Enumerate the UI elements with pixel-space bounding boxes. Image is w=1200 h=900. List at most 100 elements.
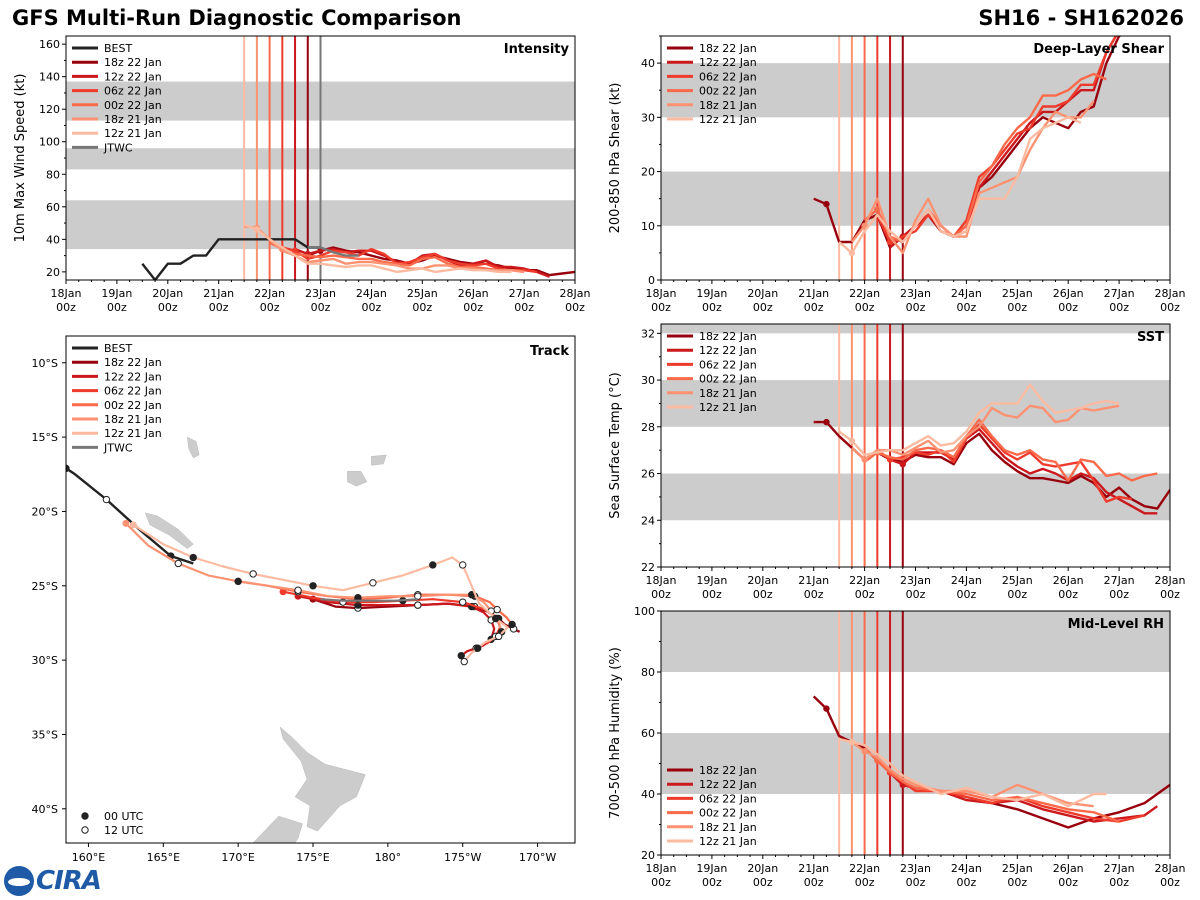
shear-ytick-label: 10 <box>641 220 655 233</box>
track-position-marker <box>234 577 242 586</box>
shear-legend-label: 00z 22 Jan <box>699 85 757 98</box>
sst-xtick-label-line: 22Jan <box>849 574 880 587</box>
sst-xtick-label: 26Jan 00z <box>1053 574 1084 601</box>
shear-init-marker-00z-22-jan <box>874 206 881 213</box>
new-zealand-south-land <box>252 815 303 843</box>
sst-xtick-label: 21Jan 00z <box>798 574 829 601</box>
rh-xtick-label-line: 00z <box>651 876 671 889</box>
sst-init-marker-12z-22-jan <box>899 460 906 468</box>
track-line-jtwc <box>320 598 418 602</box>
sst-series-12z-21-jan <box>838 383 1120 456</box>
intensity-legend-label: JTWC <box>103 141 133 154</box>
sst-ytick-label: 22 <box>641 561 655 574</box>
track-line-best <box>66 467 194 565</box>
sst-xtick-label-line: 26Jan <box>1053 574 1084 587</box>
track-position-marker <box>102 495 111 504</box>
track-position-marker <box>491 614 500 623</box>
track-position-marker <box>66 464 70 473</box>
intensity-xtick-label: 18Jan 00z <box>51 287 82 314</box>
sst-legend-label: 00z 22 Jan <box>699 373 757 386</box>
rh-xtick-label-line: 27Jan <box>1104 862 1135 875</box>
track-legend-label: BEST <box>104 342 132 355</box>
shear-xtick-label: 28Jan 00z <box>1155 287 1186 314</box>
sst-series-00z-22-jan <box>863 418 1158 482</box>
track-position-marker <box>460 657 468 666</box>
track-marker-legend-label: 00 UTC <box>104 810 144 823</box>
shear-xtick-label-line: 21Jan <box>798 287 829 300</box>
shear-xtick-label-line: 27Jan <box>1104 287 1135 300</box>
track-xtick-label: 175°W <box>444 851 481 864</box>
sst-ytick-label: 28 <box>641 421 655 434</box>
shear-series-12z-21-jan <box>838 116 1082 255</box>
track-position-marker <box>189 553 197 562</box>
intensity-xtick-label-line: 18Jan <box>51 287 82 300</box>
sst-threshold-band <box>661 473 1170 521</box>
shear-xtick-label: 18Jan 00z <box>646 287 677 314</box>
sst-panel-title: SST <box>1137 330 1164 345</box>
intensity-xtick-label-line: 20Jan <box>152 287 183 300</box>
rh-xtick-label: 21Jan 00z <box>798 862 829 889</box>
sst-legend-label: 18z 22 Jan <box>699 330 757 343</box>
rh-xtick-label-line: 25Jan <box>1002 862 1033 875</box>
intensity-xtick-label-line: 26Jan <box>458 287 489 300</box>
sst-ylabel: Sea Surface Temp (°C) <box>608 372 623 519</box>
track-marker-legend-label: 12 UTC <box>104 824 144 837</box>
rh-ytick-label: 80 <box>641 666 655 679</box>
track-plot-area <box>66 436 521 843</box>
shear-legend-label: 18z 21 Jan <box>699 99 757 112</box>
track-axes-frame <box>65 335 576 844</box>
track-legend-label: 12z 21 Jan <box>104 427 162 440</box>
rh-xtick-label: 20Jan 00z <box>747 862 778 889</box>
shear-xtick-label-line: 26Jan <box>1053 287 1084 300</box>
track-start-18z-21-jan <box>122 519 130 527</box>
rh-xtick-label-line: 00z <box>702 876 722 889</box>
shear-ytick-label: 0 <box>648 274 655 287</box>
track-position-marker <box>459 561 467 569</box>
intensity-xtick-label: 24Jan 00z <box>356 287 387 314</box>
sst-xtick-label-line: 00z <box>651 588 671 601</box>
rh-xtick-label-line: 00z <box>804 876 824 889</box>
rh-xtick-label: 23Jan 00z <box>900 862 931 889</box>
rh-ytick-label: 40 <box>641 788 655 801</box>
sst-xtick-label-line: 00z <box>1058 588 1078 601</box>
shear-xtick-label: 20Jan 00z <box>747 287 778 314</box>
track-xtick-label: 180° <box>375 851 402 864</box>
rh-xtick-label-line: 00z <box>1058 876 1078 889</box>
shear-xtick-label-line: 22Jan <box>849 287 880 300</box>
sst-xtick-label-line: 23Jan <box>900 574 931 587</box>
track-ytick-label: 20°S <box>32 505 58 518</box>
rh-xtick-label-line: 18Jan <box>646 862 677 875</box>
intensity-xtick-label-line: 27Jan <box>509 287 540 300</box>
rh-ylabel: 700-500 hPa Humidity (%) <box>608 647 623 819</box>
intensity-xtick-label-line: 00z <box>107 301 127 314</box>
sst-xtick-label: 18Jan 00z <box>646 574 677 601</box>
sst-xtick-label-line: 24Jan <box>951 574 982 587</box>
track-ytick-label: 30°S <box>32 654 58 667</box>
intensity-xtick-label-line: 00z <box>565 301 585 314</box>
rh-xtick-label: 26Jan 00z <box>1053 862 1084 889</box>
rh-xtick-label-line: 24Jan <box>951 862 982 875</box>
shear-xtick-label-line: 00z <box>1160 301 1180 314</box>
intensity-xtick-label: 20Jan 00z <box>152 287 183 314</box>
sst-legend-label: 12z 21 Jan <box>699 401 757 414</box>
track-xtick-label: 160°E <box>72 851 105 864</box>
sst-xtick-label: 25Jan 00z <box>1002 574 1033 601</box>
sst-xtick-label-line: 00z <box>1007 588 1027 601</box>
rh-xtick-label-line: 22Jan <box>849 862 880 875</box>
track-position-marker <box>459 598 467 606</box>
fiji-land <box>347 471 368 487</box>
intensity-xtick-label-line: 00z <box>209 301 229 314</box>
shear-legend-label: 12z 21 Jan <box>699 113 757 126</box>
sst-threshold-band <box>661 380 1170 427</box>
intensity-legend-label: 00z 22 Jan <box>104 99 162 112</box>
sst-legend-label: 12z 22 Jan <box>699 344 757 357</box>
rh-legend-label: 12z 21 Jan <box>699 835 757 848</box>
track-xtick-label: 175°E <box>296 851 329 864</box>
intensity-legend-label: BEST <box>104 42 132 55</box>
intensity-ytick-label: 20 <box>46 266 60 279</box>
sst-xtick-label-line: 00z <box>1109 588 1129 601</box>
rh-xtick-label-line: 26Jan <box>1053 862 1084 875</box>
shear-panel-title: Deep-Layer Shear <box>1033 42 1164 57</box>
